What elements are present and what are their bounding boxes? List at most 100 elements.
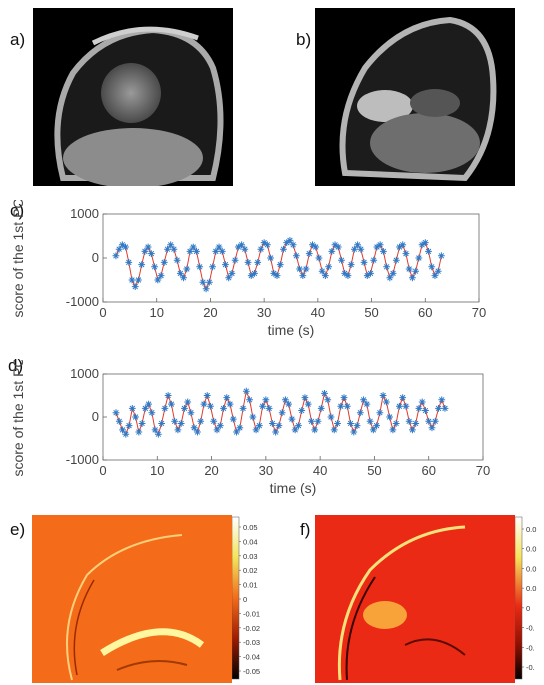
y-tick-label: -1000: [66, 452, 99, 467]
data-point: [289, 241, 297, 249]
data-point: [147, 250, 155, 257]
data-point: [270, 270, 278, 277]
data-point: [176, 270, 184, 277]
data-point: [392, 256, 400, 264]
x-tick-label: 60: [421, 463, 435, 478]
data-point: [141, 405, 149, 412]
data-point: [379, 392, 387, 399]
data-point: [304, 400, 312, 408]
data-point: [234, 243, 242, 251]
x-tick-label: 60: [418, 305, 432, 320]
data-point: [249, 413, 257, 421]
colorbar-tick-label: 0.0: [526, 584, 536, 593]
data-point: [203, 392, 211, 399]
colorbar-tick-label: -0.03: [243, 638, 260, 647]
data-point: [265, 405, 273, 412]
colorbar-f: 0.0 0.0 0.0 0.0 0 -0. -0. -0.: [515, 516, 536, 680]
data-point: [229, 415, 237, 423]
x-tick-label: 70: [472, 305, 486, 320]
data-point: [405, 265, 413, 273]
data-point: [441, 405, 449, 412]
data-point: [425, 248, 432, 255]
colorbar-tick-label: 0.03: [243, 552, 258, 561]
colorbar-tick-label: 0.0: [526, 564, 536, 573]
data-point: [350, 428, 358, 436]
data-point: [337, 402, 345, 410]
x-tick-label: 20: [204, 463, 218, 478]
data-point: [298, 407, 306, 414]
data-point: [276, 261, 284, 268]
colorbar-tick-label: -0.: [526, 643, 535, 652]
data-point: [367, 270, 374, 277]
data-point: [373, 422, 380, 429]
data-point: [431, 272, 439, 279]
data-point: [233, 428, 240, 436]
data-point: [382, 398, 390, 406]
data-point: [327, 413, 335, 421]
data-point: [292, 252, 300, 260]
data-point: [115, 417, 123, 425]
data-point: [183, 265, 191, 273]
data-point: [222, 261, 229, 268]
data-point: [148, 409, 156, 417]
data-point: [194, 428, 201, 436]
data-point: [373, 243, 381, 251]
data-point: [412, 420, 420, 427]
data-point: [202, 285, 210, 293]
data-point: [241, 245, 249, 253]
data-point: [228, 270, 236, 277]
data-point: [415, 405, 423, 412]
data-point: [343, 402, 351, 410]
colorbar-tick-label: -0.01: [243, 609, 260, 618]
data-point: [216, 422, 224, 429]
colorbar-tick-label: -0.04: [243, 653, 260, 662]
data-point: [389, 426, 397, 434]
data-point: [252, 426, 260, 434]
y-tick-label: 0: [92, 250, 99, 265]
data-point: [428, 263, 436, 271]
data-point: [151, 426, 159, 434]
data-point: [338, 256, 345, 264]
data-point: [425, 417, 433, 425]
x-tick-label: 70: [476, 463, 490, 478]
data-point: [164, 392, 172, 399]
data-point: [275, 422, 283, 429]
x-axis-label: time (s): [270, 480, 317, 496]
data-point: [328, 248, 336, 255]
data-point: [135, 276, 142, 284]
data-point: [119, 426, 126, 434]
data-point: [244, 259, 252, 266]
plot-area: [102, 373, 484, 461]
data-point: [363, 272, 371, 279]
colorbar-tick-label: -0.: [526, 663, 535, 672]
difference-map-f: [315, 515, 515, 683]
data-point: [386, 413, 394, 421]
data-point: [428, 424, 436, 432]
colorbar-tick-label: 0.0: [526, 545, 536, 554]
data-point: [115, 245, 123, 253]
x-tick-label: 50: [364, 305, 378, 320]
data-point: [128, 405, 136, 412]
data-point: [200, 400, 208, 408]
data-point: [272, 428, 280, 436]
data-point: [280, 245, 287, 253]
colorbar-tick-label: 0.02: [243, 566, 258, 575]
panel-label-d: d): [8, 356, 24, 375]
data-point: [167, 241, 175, 249]
data-point: [412, 267, 420, 275]
y-axis-label: score of the 1st PC: [10, 360, 26, 477]
colorbar-e: 0.05 0.04 0.03 0.02 0.01 0 -0.01 -0.02 -0.03 -0.0…: [232, 516, 260, 680]
data-point: [405, 417, 413, 425]
data-point: [340, 394, 348, 402]
data-point: [282, 396, 289, 404]
data-point: [170, 245, 178, 253]
data-point: [255, 422, 263, 429]
data-point: [207, 402, 214, 410]
data-point: [210, 417, 218, 425]
colorbar-tick-label: 0.05: [243, 523, 258, 532]
data-point: [283, 239, 291, 246]
x-axis-label: time (s): [268, 322, 315, 338]
data-point: [161, 405, 169, 412]
x-tick-label: 30: [257, 305, 271, 320]
data-point: [422, 407, 429, 414]
